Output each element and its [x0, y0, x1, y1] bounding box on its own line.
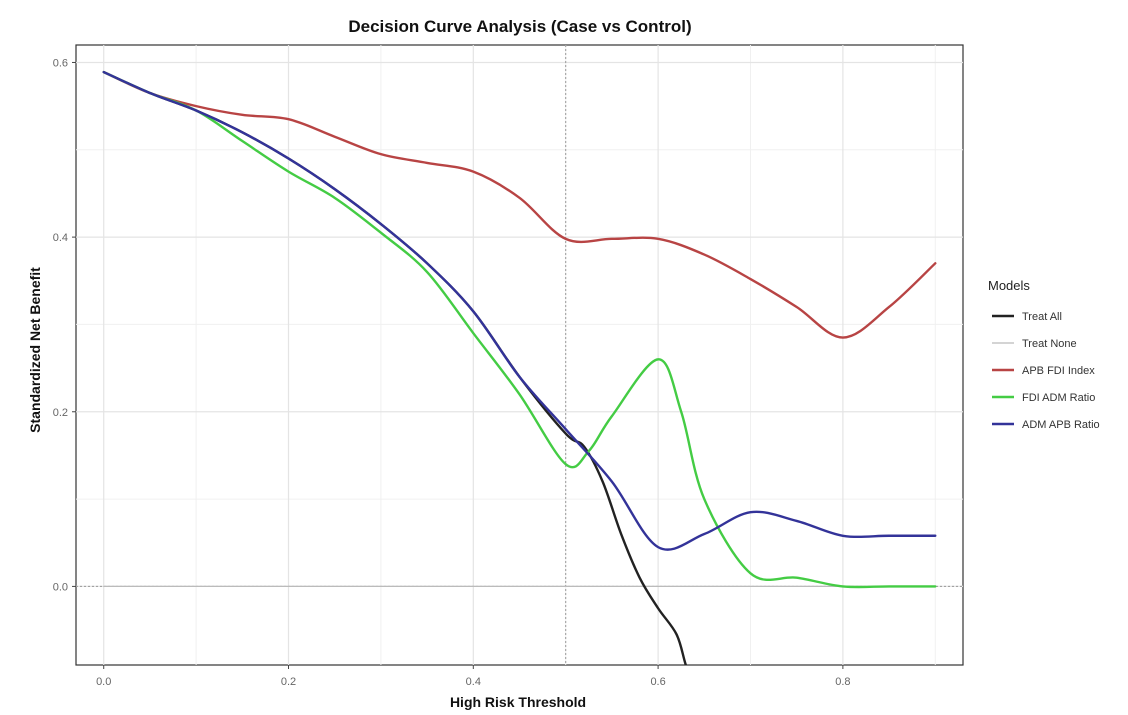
legend-label-fdi-adm-ratio: FDI ADM Ratio — [1022, 392, 1095, 404]
legend-title: Models — [988, 278, 1030, 293]
reference-lines — [76, 45, 963, 665]
x-tick-label: 0.2 — [281, 676, 296, 688]
x-tick-label: 0.8 — [835, 676, 850, 688]
x-tick-label: 0.6 — [650, 676, 665, 688]
legend-items: Treat All Treat None APB FDI Index FDI ADM … — [992, 311, 1100, 431]
grid-lines — [76, 45, 963, 665]
x-tick-label: 0.0 — [96, 676, 111, 688]
series-line-apb-fdi-index — [102, 70, 937, 339]
x-axis-ticks: 0.0 0.2 0.4 0.6 0.8 — [96, 665, 851, 688]
y-tick-label: 0.2 — [53, 407, 68, 419]
y-tick-label: 0.0 — [53, 581, 68, 593]
series-lines — [102, 70, 937, 665]
y-axis-ticks: 0.0 0.2 0.4 0.6 — [53, 57, 76, 593]
y-tick-label: 0.4 — [53, 232, 68, 244]
chart-title: Decision Curve Analysis (Case vs Control… — [348, 17, 691, 36]
y-axis-label: Standardized Net Benefit — [27, 267, 43, 433]
x-axis-label: High Risk Threshold — [450, 694, 586, 710]
legend-label-apb-fdi-index: APB FDI Index — [1022, 365, 1095, 377]
series-line-fdi-adm-ratio — [102, 70, 937, 589]
legend-label-adm-apb-ratio: ADM APB Ratio — [1022, 419, 1100, 431]
legend-label-treat-all: Treat All — [1022, 311, 1062, 323]
legend: Models Treat All Treat None APB FDI Index F… — [988, 278, 1100, 431]
plot-panel-border — [75, 44, 964, 666]
series-line-adm-apb-ratio — [102, 70, 937, 551]
legend-label-treat-none: Treat None — [1022, 338, 1077, 350]
x-tick-label: 0.4 — [466, 676, 481, 688]
plot-area — [75, 44, 964, 666]
y-tick-label: 0.6 — [53, 57, 68, 69]
